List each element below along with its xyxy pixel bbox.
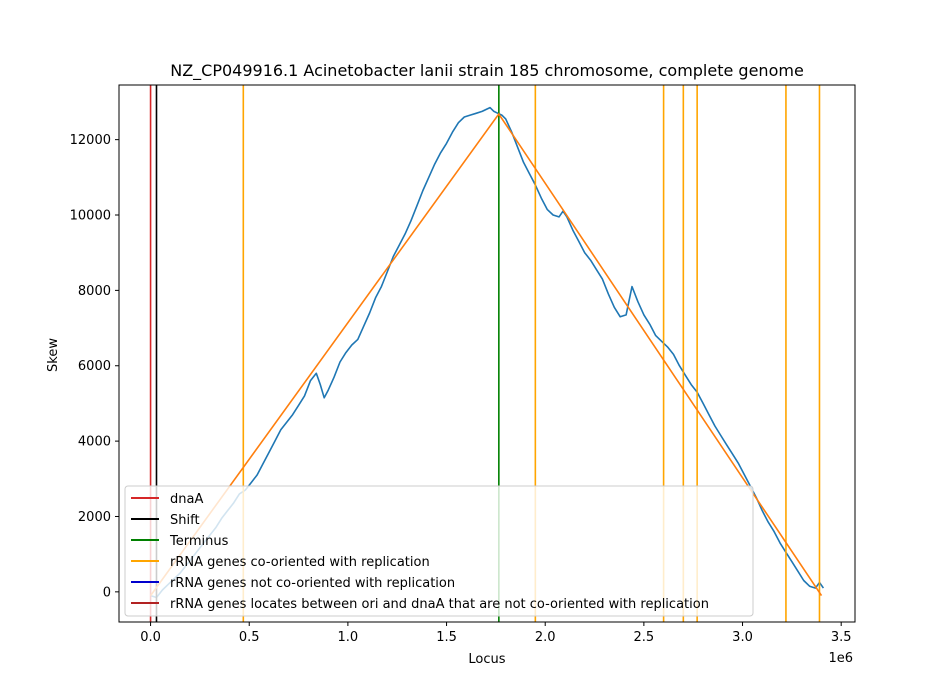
plot-area: [149, 85, 825, 622]
legend-label-terminus: Terminus: [169, 534, 229, 549]
y-tick-label: 10000: [70, 209, 111, 224]
plot-clip-group: [149, 85, 825, 622]
y-tick-label: 0: [103, 585, 111, 600]
legend: dnaA Shift Terminus rRNA genes co-oriented …: [124, 485, 754, 617]
legend-label-shift: Shift: [170, 513, 200, 528]
chart-title: NZ_CP049916.1 Acinetobacter lanii strain…: [170, 61, 804, 81]
x-axis-offset-label: 1e6: [828, 651, 853, 666]
x-tick-label: 2.5: [634, 630, 655, 645]
y-axis-label: Skew: [46, 338, 61, 372]
axis-ticks: 0.0 0.5 1.0 1.5 2.0 2.5 3.0 3.5 0 2000 4000 6000 800…: [70, 133, 852, 645]
legend-label-rrna_not_co: rRNA genes not co-oriented with replicat…: [170, 576, 455, 591]
y-tick-label: 2000: [78, 510, 111, 525]
x-axis-label: Locus: [468, 652, 505, 667]
fit-line: [149, 112, 823, 597]
x-tick-label: 0.0: [140, 630, 161, 645]
y-tick-label: 6000: [78, 359, 111, 374]
skew-line: [150, 106, 825, 599]
x-tick-label: 3.0: [732, 630, 753, 645]
x-tick-label: 0.5: [239, 630, 260, 645]
x-tick-label: 3.5: [831, 630, 852, 645]
x-tick-label: 1.0: [338, 630, 359, 645]
y-tick-label: 8000: [78, 284, 111, 299]
y-tick-label: 4000: [78, 435, 111, 450]
x-tick-label: 2.0: [535, 630, 556, 645]
axes-frame: [118, 84, 856, 623]
legend-label-rrna_between: rRNA genes locates between ori and dnaA …: [170, 597, 709, 612]
y-tick-label: 12000: [70, 133, 111, 148]
legend-label-rrna_co: rRNA genes co-oriented with replication: [170, 555, 430, 570]
legend-box: [124, 485, 754, 617]
legend-label-dnaA: dnaA: [170, 492, 203, 507]
x-tick-label: 1.5: [436, 630, 457, 645]
